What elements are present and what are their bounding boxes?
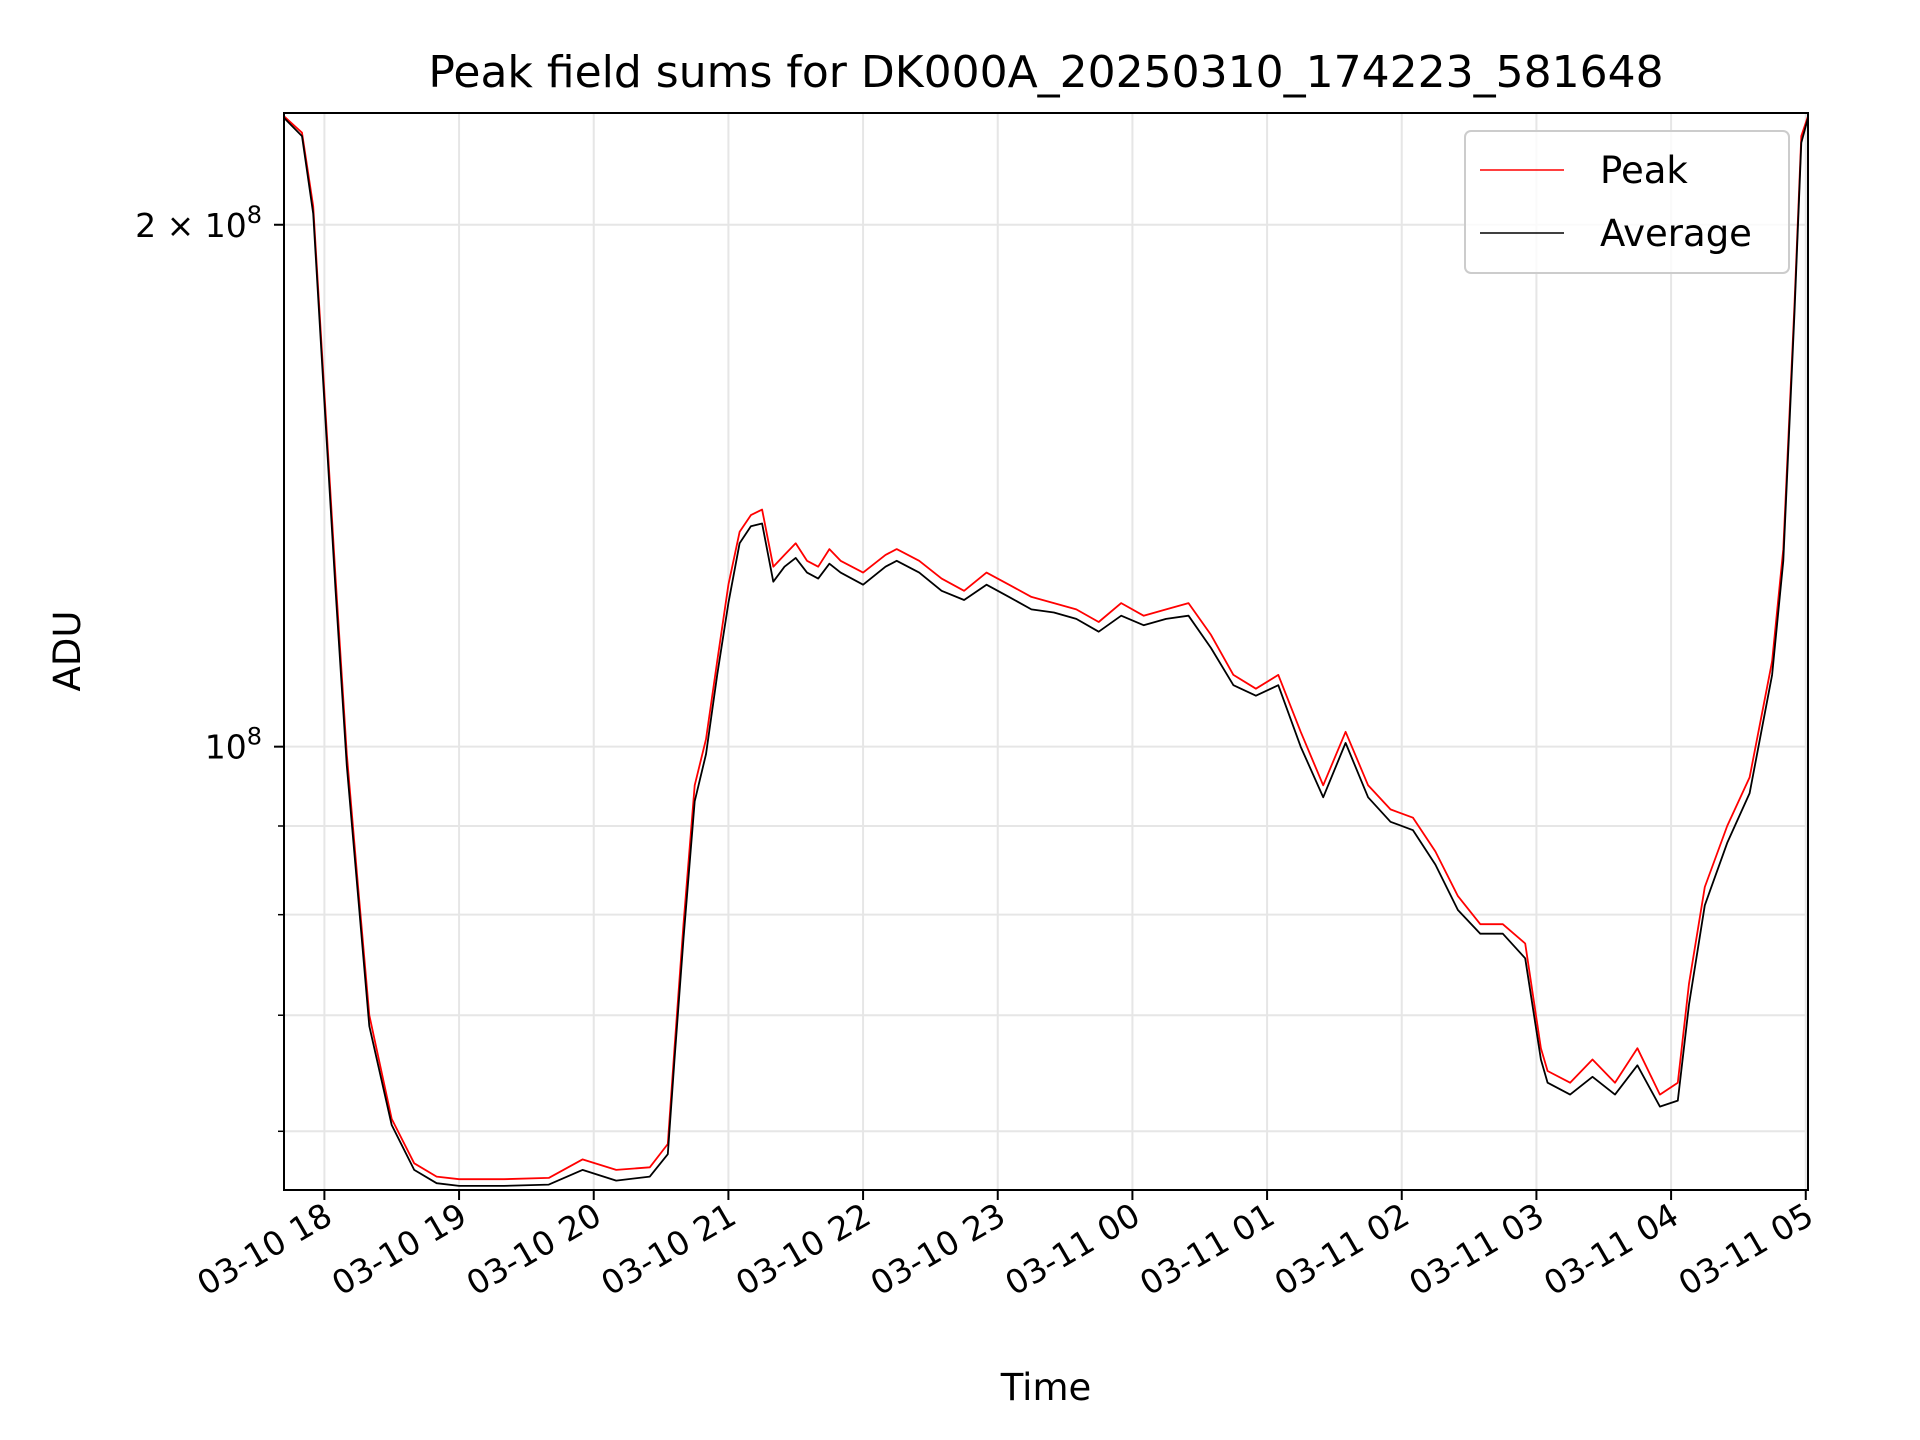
legend: Peak Average [1464, 130, 1790, 274]
series-line-peak [284, 115, 1808, 1181]
data-layer [284, 115, 1808, 1187]
legend-label-average: Average [1600, 212, 1752, 255]
legend-box [1464, 130, 1790, 274]
series-line-average [284, 117, 1808, 1187]
grid-layer [284, 113, 1808, 1190]
y-tick-label: 2 × 108 [135, 201, 262, 245]
y-axis-ticks: 108 2 × 108 [135, 201, 284, 1133]
chart-title: Peak field sums for DK000A_20250310_1742… [428, 47, 1663, 98]
legend-label-peak: Peak [1600, 149, 1688, 192]
y-tick-label: 108 [205, 723, 262, 767]
y-axis-label: ADU [46, 611, 89, 692]
plot-frame [283, 112, 1809, 1191]
x-axis-label: Time [1000, 1366, 1092, 1409]
